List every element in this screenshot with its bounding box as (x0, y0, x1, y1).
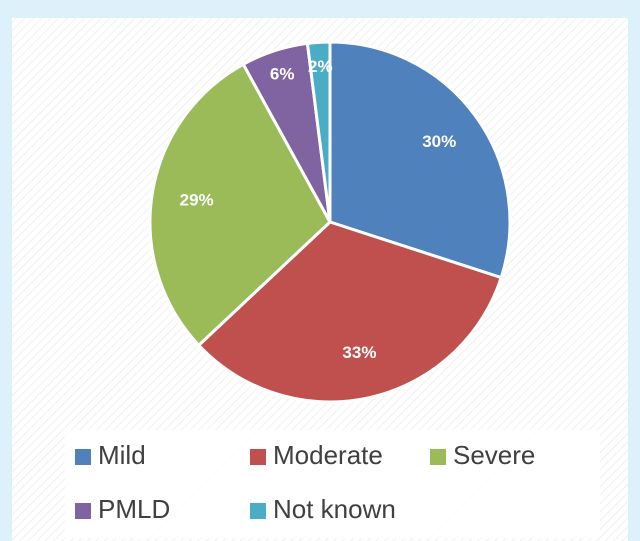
legend-label: PMLD (98, 494, 170, 524)
data-label: 33% (342, 343, 376, 362)
legend-swatch (250, 503, 266, 519)
pie-slice (196, 220, 504, 404)
legend-swatch (250, 449, 266, 465)
legend-box (65, 430, 600, 538)
legend-swatch (430, 449, 446, 465)
pie-slice (148, 62, 332, 348)
data-label: 29% (180, 190, 214, 209)
legend-swatch (75, 503, 91, 519)
data-label: 2% (308, 57, 333, 76)
legend-swatch (75, 449, 91, 465)
pie-slice (305, 40, 332, 223)
pie-slice (328, 40, 512, 280)
legend-label: Severe (453, 440, 535, 470)
legend-label: Not known (273, 494, 396, 524)
pie: 30% 33% 29% 6% 2% (148, 40, 512, 404)
legend-label: Moderate (273, 440, 383, 470)
data-label: 6% (270, 64, 295, 83)
legend-label: Mild (98, 440, 146, 470)
legend: Mild Moderate Severe PMLD Not known (75, 440, 535, 524)
data-label: 30% (422, 132, 456, 151)
